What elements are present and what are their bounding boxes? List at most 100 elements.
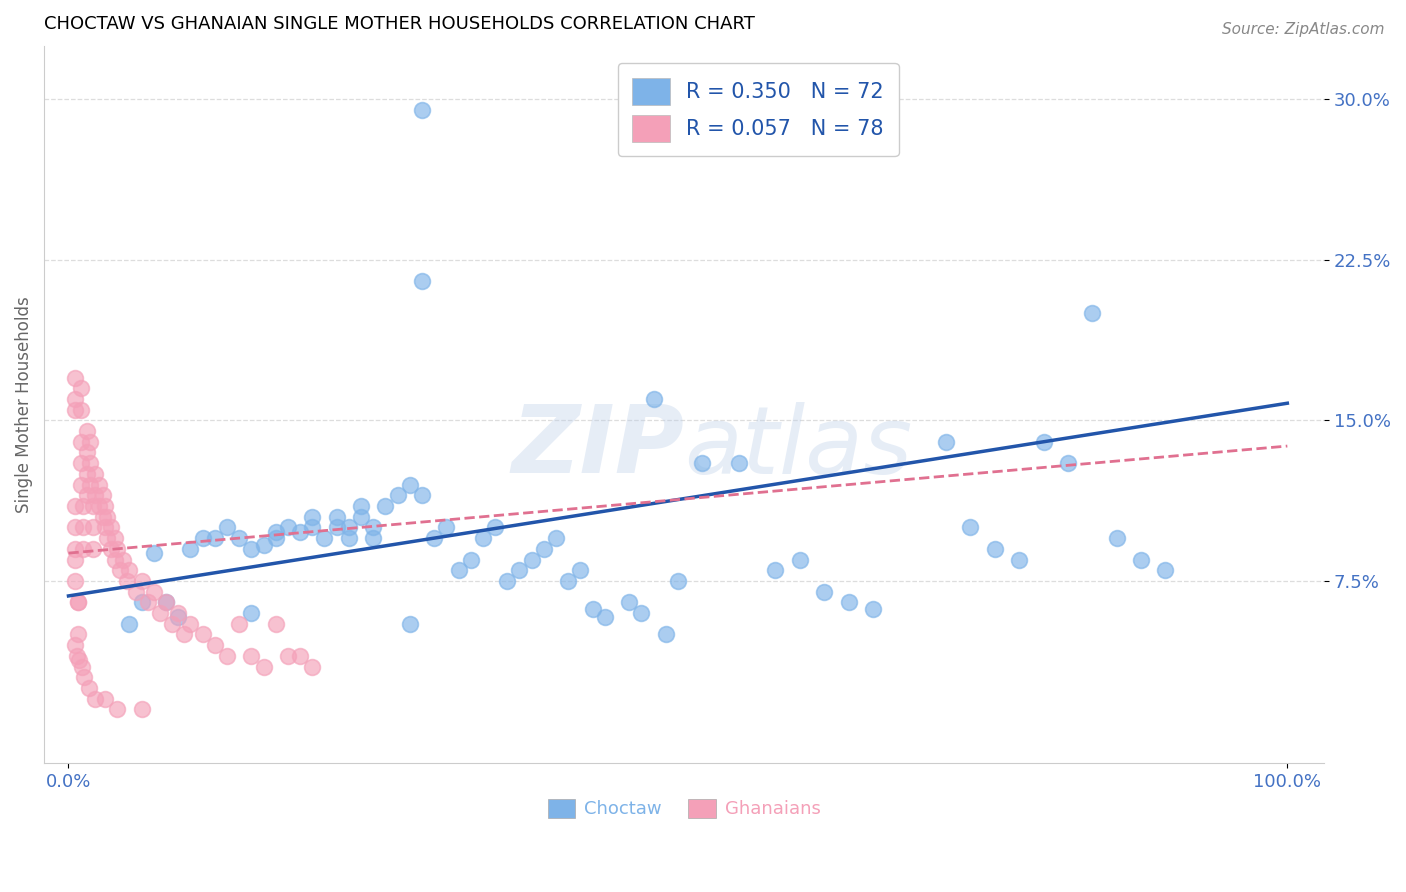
Point — [728, 456, 751, 470]
Point — [63, 392, 86, 406]
Point — [862, 601, 884, 615]
Point — [1154, 563, 1177, 577]
Point — [76, 445, 98, 459]
Point — [67, 627, 90, 641]
Point — [136, 595, 159, 609]
Point — [105, 702, 128, 716]
Point — [314, 531, 336, 545]
Point — [350, 509, 373, 524]
Point — [167, 610, 190, 624]
Point — [337, 520, 360, 534]
Point — [789, 552, 811, 566]
Point — [131, 574, 153, 588]
Point — [69, 434, 91, 449]
Point — [240, 541, 263, 556]
Point — [67, 595, 90, 609]
Point — [350, 499, 373, 513]
Point — [108, 563, 131, 577]
Text: ZIP: ZIP — [512, 401, 683, 493]
Point — [100, 541, 122, 556]
Point — [838, 595, 860, 609]
Point — [131, 702, 153, 716]
Point — [70, 659, 93, 673]
Point — [398, 616, 420, 631]
Point — [288, 648, 311, 663]
Point — [124, 584, 146, 599]
Point — [94, 691, 117, 706]
Point — [228, 616, 250, 631]
Point — [87, 477, 110, 491]
Point — [191, 627, 214, 641]
Point — [325, 520, 347, 534]
Point — [544, 531, 567, 545]
Point — [387, 488, 409, 502]
Point — [411, 488, 433, 502]
Point — [325, 509, 347, 524]
Point — [240, 606, 263, 620]
Point — [82, 499, 104, 513]
Point — [204, 531, 226, 545]
Point — [361, 531, 384, 545]
Point — [643, 392, 665, 406]
Point — [63, 638, 86, 652]
Point — [264, 531, 287, 545]
Point — [91, 488, 114, 502]
Point — [1057, 456, 1080, 470]
Point — [63, 520, 86, 534]
Point — [179, 541, 201, 556]
Point — [252, 537, 274, 551]
Point — [301, 520, 323, 534]
Point — [79, 456, 101, 470]
Point — [63, 499, 86, 513]
Point — [87, 499, 110, 513]
Text: Source: ZipAtlas.com: Source: ZipAtlas.com — [1222, 22, 1385, 37]
Point — [67, 595, 90, 609]
Point — [76, 424, 98, 438]
Point — [765, 563, 787, 577]
Point — [84, 691, 107, 706]
Point — [557, 574, 579, 588]
Point — [91, 509, 114, 524]
Point — [447, 563, 470, 577]
Point — [118, 563, 141, 577]
Point — [617, 595, 640, 609]
Point — [581, 601, 603, 615]
Point — [666, 574, 689, 588]
Point — [73, 670, 96, 684]
Point — [155, 595, 177, 609]
Point — [484, 520, 506, 534]
Point — [935, 434, 957, 449]
Point — [69, 477, 91, 491]
Point — [69, 402, 91, 417]
Point — [228, 531, 250, 545]
Point — [1105, 531, 1128, 545]
Point — [69, 456, 91, 470]
Point — [374, 499, 396, 513]
Point — [690, 456, 713, 470]
Point — [63, 574, 86, 588]
Point — [69, 381, 91, 395]
Point — [76, 488, 98, 502]
Point — [63, 402, 86, 417]
Point — [593, 610, 616, 624]
Point — [204, 638, 226, 652]
Point — [118, 616, 141, 631]
Point — [240, 648, 263, 663]
Point — [79, 477, 101, 491]
Point — [411, 103, 433, 117]
Point — [301, 659, 323, 673]
Point — [520, 552, 543, 566]
Point — [508, 563, 530, 577]
Legend: Choctaw, Ghanaians: Choctaw, Ghanaians — [540, 792, 828, 826]
Y-axis label: Single Mother Households: Single Mother Households — [15, 296, 32, 513]
Point — [654, 627, 676, 641]
Text: atlas: atlas — [683, 401, 912, 493]
Point — [215, 520, 238, 534]
Point — [496, 574, 519, 588]
Point — [76, 467, 98, 481]
Point — [94, 499, 117, 513]
Point — [115, 574, 138, 588]
Point — [1081, 306, 1104, 320]
Point — [104, 552, 127, 566]
Point — [533, 541, 555, 556]
